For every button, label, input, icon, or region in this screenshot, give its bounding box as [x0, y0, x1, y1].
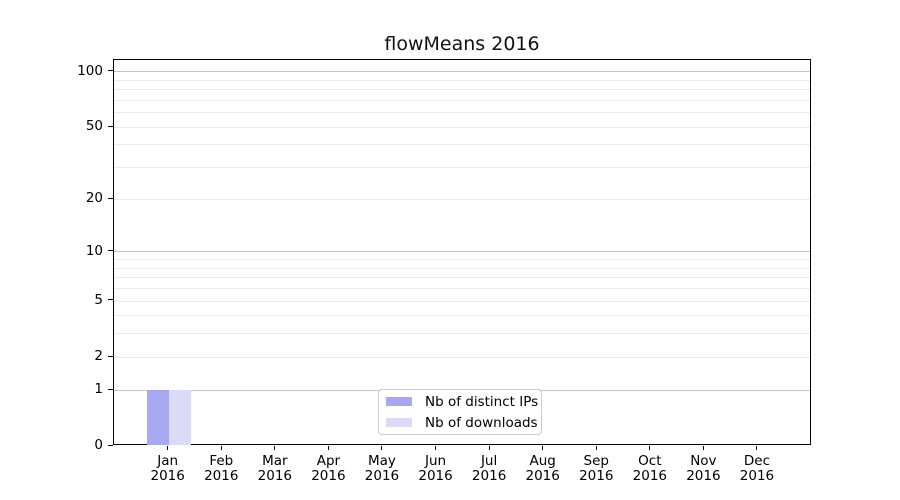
x-tick-label: May 2016	[364, 453, 400, 485]
y-tick-label: 10	[85, 242, 103, 259]
y-tick-label: 0	[94, 437, 103, 454]
chart-title: flowMeans 2016	[384, 33, 540, 55]
y-tick-mark	[108, 299, 113, 301]
y-tick-mark	[108, 444, 113, 446]
y-tick-mark	[108, 355, 113, 357]
gridline-minor	[114, 267, 810, 269]
gridline-minor	[114, 144, 810, 146]
y-tick-mark	[108, 197, 113, 199]
gridline-minor	[114, 259, 810, 261]
gridline-minor	[114, 99, 810, 101]
x-tick-mark	[274, 446, 276, 451]
gridline-minor	[114, 126, 810, 128]
legend: Nb of distinct IPs Nb of downloads	[378, 389, 542, 435]
legend-label-distinct-ips: Nb of distinct IPs	[425, 393, 539, 410]
gridline-minor	[114, 300, 810, 302]
x-tick-mark	[435, 446, 437, 451]
y-tick-mark	[108, 125, 113, 127]
legend-swatch-distinct-ips	[386, 397, 412, 406]
x-tick-mark	[381, 446, 383, 451]
gridline-minor	[114, 277, 810, 279]
y-tick-label: 5	[94, 291, 103, 308]
x-tick-mark	[649, 446, 651, 451]
x-tick-mark	[220, 446, 222, 451]
gridline-major	[114, 71, 810, 73]
gridline-minor	[114, 89, 810, 91]
x-tick-label: Jan 2016	[150, 453, 185, 485]
gridline-minor	[114, 356, 810, 358]
x-tick-label: Jul 2016	[471, 453, 507, 485]
legend-item-distinct-ips: Nb of distinct IPs	[379, 393, 541, 411]
y-tick-label: 1	[94, 381, 103, 397]
gridline-minor	[114, 167, 810, 169]
x-tick-mark	[756, 446, 758, 451]
x-tick-mark	[595, 446, 597, 451]
gridline-minor	[114, 112, 810, 114]
gridline-minor	[114, 333, 810, 335]
x-tick-label: Mar 2016	[257, 453, 292, 485]
gridline-minor	[114, 79, 810, 81]
y-tick-label: 100	[77, 62, 103, 79]
x-tick-mark	[488, 446, 490, 451]
y-tick-label: 50	[85, 118, 103, 135]
x-tick-label: Nov 2016	[686, 453, 721, 485]
bar-distinct-ips	[146, 389, 169, 445]
x-tick-mark	[167, 446, 169, 451]
plot-area	[113, 59, 811, 445]
x-tick-label: Jun 2016	[418, 453, 453, 485]
legend-swatch-downloads	[386, 418, 412, 427]
y-tick-mark	[108, 250, 113, 252]
x-tick-label: Sep 2016	[579, 453, 614, 485]
gridline-minor	[114, 287, 810, 289]
gridline-minor	[114, 198, 810, 200]
y-tick-label: 20	[85, 190, 103, 207]
x-tick-label: Dec 2016	[739, 453, 775, 485]
x-tick-label: Apr 2016	[311, 453, 346, 485]
x-tick-mark	[327, 446, 329, 451]
x-tick-mark	[702, 446, 704, 451]
x-tick-label: Oct 2016	[632, 453, 667, 485]
y-tick-mark	[108, 388, 113, 390]
x-tick-label: Aug 2016	[525, 453, 560, 485]
x-tick-mark	[542, 446, 544, 451]
bar-downloads	[168, 389, 191, 445]
y-tick-mark	[108, 70, 113, 72]
gridline-major	[114, 251, 810, 253]
legend-label-downloads: Nb of downloads	[425, 414, 538, 431]
legend-item-downloads: Nb of downloads	[379, 414, 541, 432]
x-tick-label: Feb 2016	[204, 453, 239, 485]
y-tick-label: 2	[94, 348, 103, 365]
gridline-minor	[114, 315, 810, 317]
